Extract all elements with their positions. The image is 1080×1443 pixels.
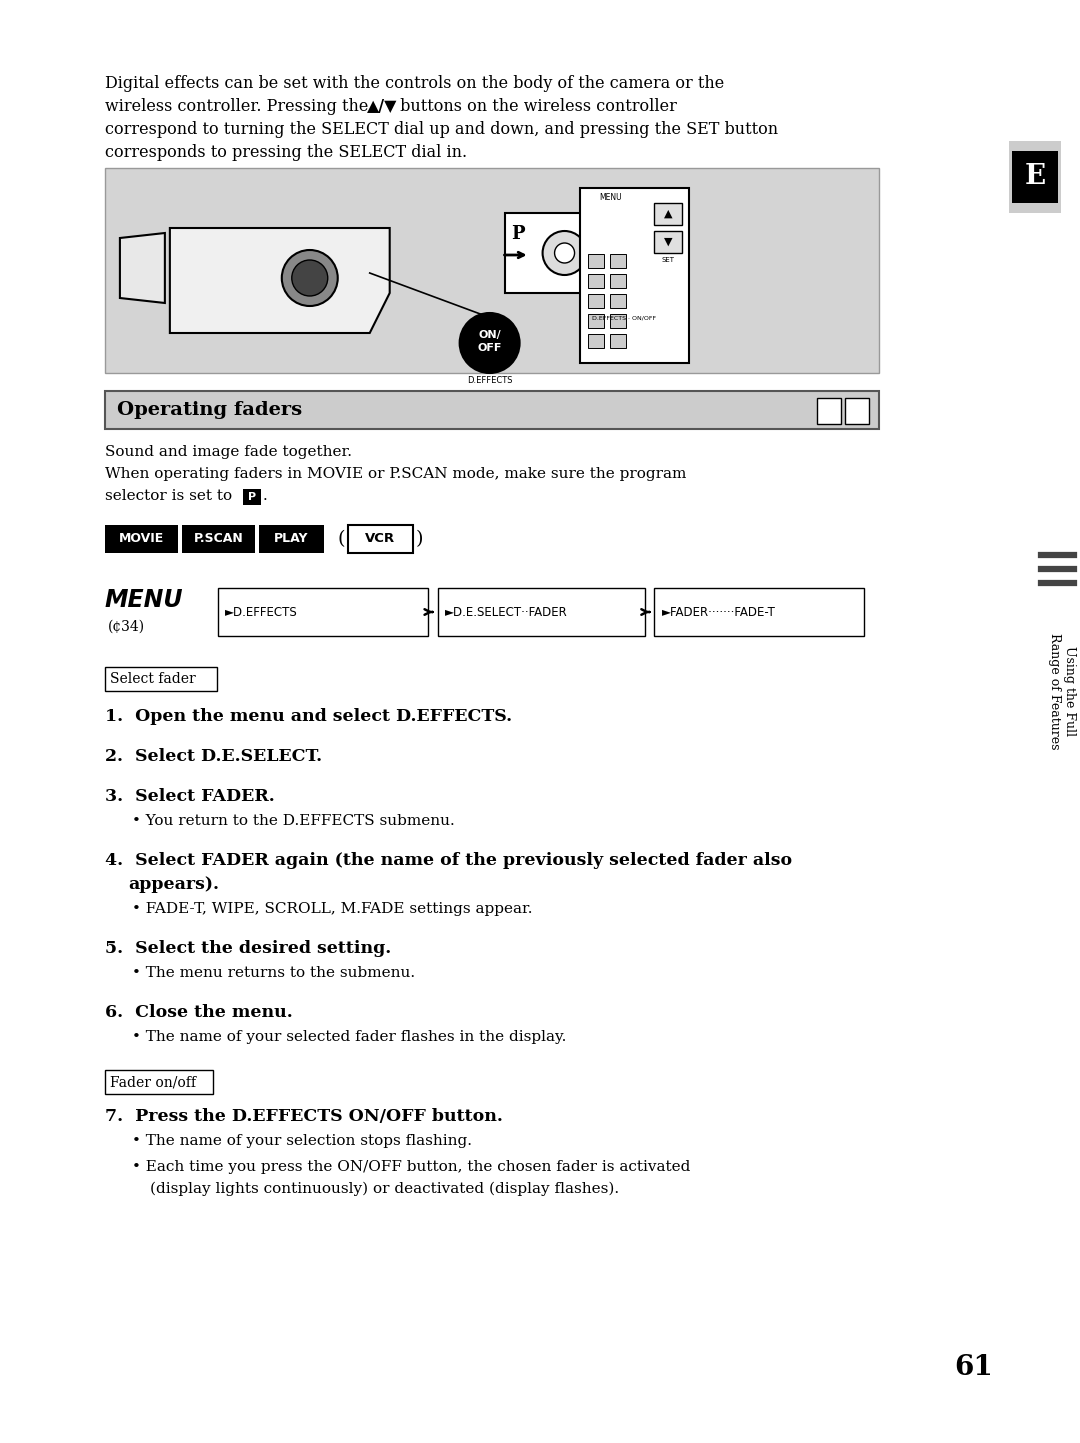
Text: (¢34): (¢34) [108,620,145,633]
Text: D.EFFECTS · ON/OFF: D.EFFECTS · ON/OFF [593,315,657,320]
Text: ▼: ▼ [664,237,673,247]
Bar [609,315,625,328]
Text: MENU: MENU [105,587,184,612]
Text: • The name of your selection stops flashing.: • The name of your selection stops flash… [132,1134,472,1149]
Bar [105,667,217,691]
Bar [181,525,255,553]
Bar [588,274,604,289]
Bar [218,587,428,636]
Text: Operating faders: Operating faders [117,401,302,418]
Bar [588,254,604,268]
Text: ►D.EFFECTS: ►D.EFFECTS [225,606,298,619]
Polygon shape [170,228,390,333]
Text: Sound and image fade together.: Sound and image fade together. [105,444,352,459]
Text: ▲/▼: ▲/▼ [367,98,397,115]
Text: ►FADER·······FADE-T: ►FADER·······FADE-T [661,606,775,619]
Text: wireless controller. Pressing the: wireless controller. Pressing the [105,98,374,115]
Bar [654,587,864,636]
Text: D.EFFECTS: D.EFFECTS [467,377,512,385]
Text: P: P [512,225,525,242]
Bar [105,167,879,372]
Bar [243,489,260,505]
Circle shape [554,242,575,263]
Text: 5.  Select the desired setting.: 5. Select the desired setting. [105,939,391,957]
Text: appears).: appears). [127,876,219,893]
Circle shape [460,313,519,372]
Text: E: E [1025,163,1045,190]
Text: 7.  Press the D.EFFECTS ON/OFF button.: 7. Press the D.EFFECTS ON/OFF button. [105,1108,503,1126]
Bar [609,274,625,289]
Bar [105,525,178,553]
Text: • FADE-T, WIPE, SCROLL, M.FADE settings appear.: • FADE-T, WIPE, SCROLL, M.FADE settings … [132,902,532,916]
Text: ): ) [416,530,423,548]
Text: (: ( [338,530,346,548]
Bar [1012,152,1058,203]
Bar [1009,141,1062,214]
Text: MOVIE: MOVIE [119,532,164,545]
Text: Fader on/off: Fader on/off [110,1075,195,1089]
Bar [609,294,625,307]
Text: corresponds to pressing the SELECT dial in.: corresponds to pressing the SELECT dial … [105,144,467,162]
Text: 1.  Open the menu and select D.EFFECTS.: 1. Open the menu and select D.EFFECTS. [105,709,512,724]
Bar [105,1071,213,1094]
Text: P: P [247,492,256,502]
Text: SET: SET [662,257,675,263]
Text: Digital effects can be set with the controls on the body of the camera or the: Digital effects can be set with the cont… [105,75,725,92]
Bar [580,188,689,364]
Text: MENU: MENU [599,193,622,202]
Text: 4.  Select FADER again (the name of the previously selected fader also: 4. Select FADER again (the name of the p… [105,851,792,869]
Text: • The name of your selected fader flashes in the display.: • The name of your selected fader flashe… [132,1030,566,1043]
Text: buttons on the wireless controller: buttons on the wireless controller [394,98,676,115]
Bar [818,398,841,424]
Text: 6.  Close the menu.: 6. Close the menu. [105,1004,293,1022]
Polygon shape [120,232,165,303]
Bar [654,203,683,225]
Text: ►D.E.SELECT··FADER: ►D.E.SELECT··FADER [445,606,567,619]
Bar [588,333,604,348]
Text: VCR: VCR [365,532,395,545]
Bar [259,525,324,553]
Text: (display lights continuously) or deactivated (display flashes).: (display lights continuously) or deactiv… [150,1182,619,1196]
Text: 61: 61 [955,1354,993,1381]
Bar [588,315,604,328]
Text: OFF: OFF [477,343,502,354]
Text: • You return to the D.EFFECTS submenu.: • You return to the D.EFFECTS submenu. [132,814,455,828]
Bar [654,231,683,253]
Circle shape [282,250,338,306]
Text: 2.  Select D.E.SELECT.: 2. Select D.E.SELECT. [105,747,322,765]
Text: Select fader: Select fader [110,672,195,685]
Text: 3.  Select FADER.: 3. Select FADER. [105,788,274,805]
Text: selector is set to: selector is set to [105,489,237,504]
Text: PLAY: PLAY [274,532,309,545]
Bar [846,398,869,424]
Text: correspond to turning the SELECT dial up and down, and pressing the SET button: correspond to turning the SELECT dial up… [105,121,778,139]
Circle shape [292,260,327,296]
Bar [588,294,604,307]
Text: ON/: ON/ [478,330,501,341]
Text: When operating faders in MOVIE or P.SCAN mode, make sure the program: When operating faders in MOVIE or P.SCAN… [105,468,686,481]
Text: P.SCAN: P.SCAN [193,532,243,545]
Text: • The menu returns to the submenu.: • The menu returns to the submenu. [132,965,415,980]
Circle shape [542,231,586,276]
Text: .: . [262,489,268,504]
Bar [609,254,625,268]
Bar [348,525,413,553]
Bar [105,391,879,429]
Text: • Each time you press the ON/OFF button, the chosen fader is activated: • Each time you press the ON/OFF button,… [132,1160,690,1175]
Bar [437,587,645,636]
Text: Using the Full
Range of Features: Using the Full Range of Features [1049,633,1076,749]
Bar [609,333,625,348]
Bar [504,214,605,293]
Text: ▲: ▲ [664,209,673,219]
